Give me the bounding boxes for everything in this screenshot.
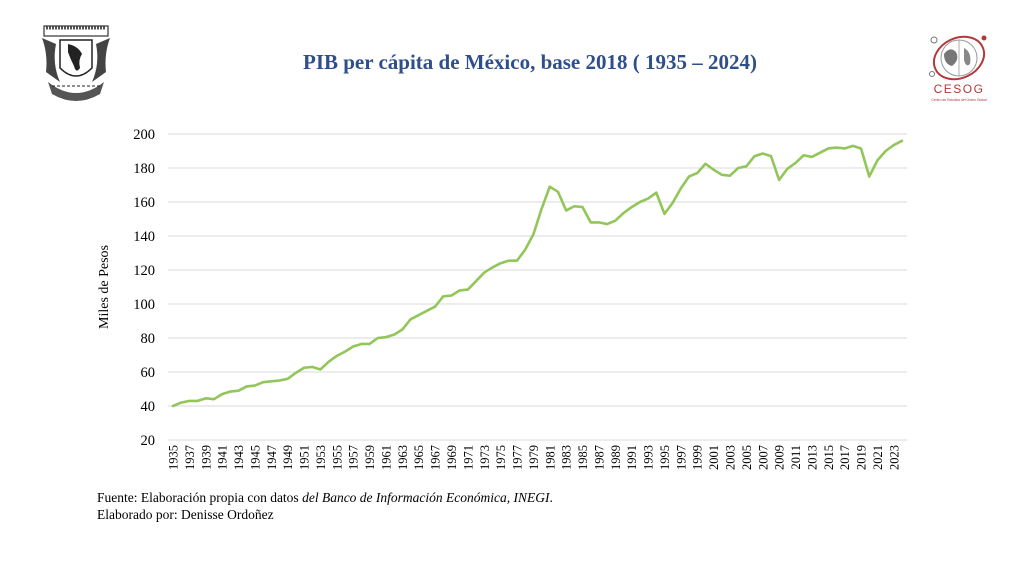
x-tick-label: 1939 (199, 445, 213, 470)
y-tick-label: 180 (133, 161, 155, 177)
unam-crest-logo (42, 25, 110, 101)
x-tick-label: 1995 (658, 445, 672, 470)
x-tick-label: 1935 (167, 445, 181, 470)
x-tick-label: 2021 (871, 445, 885, 470)
x-tick-label: 1941 (216, 445, 230, 470)
x-tick-label: 1957 (347, 445, 361, 470)
y-tick-label: 160 (133, 195, 155, 211)
author-note: Elaborado por: Denisse Ordoñez (97, 507, 274, 522)
x-tick-label: 1973 (478, 445, 492, 470)
x-tick-label: 2013 (805, 445, 819, 470)
x-tick-label: 1959 (363, 445, 377, 470)
x-tick-label: 1955 (330, 445, 344, 470)
y-tick-label: 60 (141, 365, 156, 381)
y-tick-label: 40 (141, 399, 156, 415)
x-tick-label: 2003 (723, 445, 737, 470)
x-tick-label: 1963 (396, 445, 410, 470)
chart-title: PIB per cápita de México, base 2018 ( 19… (303, 50, 757, 74)
x-tick-label: 2009 (773, 445, 787, 470)
x-tick-label: 1991 (625, 445, 639, 470)
x-tick-label: 2019 (855, 445, 869, 470)
x-tick-label: 2007 (756, 445, 770, 470)
x-tick-label: 1997 (674, 445, 688, 470)
x-tick-label: 1975 (494, 445, 508, 470)
x-tick-label: 1949 (281, 445, 295, 470)
source-suffix: . (549, 490, 553, 505)
x-tick-label: 1969 (445, 445, 459, 470)
x-tick-label: 1965 (412, 445, 426, 470)
x-tick-label: 1983 (560, 445, 574, 470)
y-tick-label: 120 (133, 263, 155, 279)
y-tick-label: 140 (133, 229, 155, 245)
footer: Fuente: Elaboración propia con datos del… (97, 489, 553, 523)
x-tick-label: 2011 (789, 445, 803, 470)
x-tick-label: 2023 (887, 445, 901, 470)
x-tick-label: 1989 (609, 445, 623, 470)
x-tick-label: 1971 (461, 445, 475, 470)
gridlines (168, 133, 907, 441)
y-tick-label: 80 (141, 331, 156, 347)
x-tick-label: 2015 (822, 445, 836, 470)
y-axis-tick-labels: 20 40 60 80 100 120 140 160 180 200 (133, 127, 155, 449)
x-tick-label: 2005 (740, 445, 754, 470)
cesog-logo-subtext: Centro de Estudios del Orden Global (931, 98, 987, 102)
x-tick-label: 1999 (691, 445, 705, 470)
x-tick-label: 2017 (838, 445, 852, 470)
x-tick-label: 1953 (314, 445, 328, 470)
cesog-logo-text: CESOG (934, 82, 985, 96)
source-italic: del Banco de Información Económica, INEG… (302, 490, 550, 505)
x-tick-label: 1967 (429, 445, 443, 470)
y-tick-label: 20 (141, 433, 156, 449)
x-tick-label: 1979 (527, 445, 541, 470)
series-line-0 (171, 139, 904, 408)
source-prefix: Fuente: Elaboración propia con datos (97, 490, 303, 505)
x-tick-label: 1981 (543, 445, 557, 470)
y-tick-label: 200 (133, 127, 155, 143)
x-axis-tick-labels: 1935 1937 1939 1941 1943 1945 1947 1949 1951 1953… (167, 445, 902, 470)
source-note: Fuente: Elaboración propia con datos del… (97, 489, 553, 506)
cesog-logo: CESOG Centro de Estudios del Orden Globa… (929, 35, 987, 102)
x-tick-label: 1947 (265, 445, 279, 470)
y-tick-label: 100 (133, 297, 155, 313)
x-tick-label: 1987 (592, 445, 606, 470)
x-tick-label: 1977 (511, 445, 525, 470)
y-axis-label: Miles de Pesos (97, 245, 112, 329)
x-tick-label: 1945 (248, 445, 262, 470)
x-tick-label: 1985 (576, 445, 590, 470)
series-group (171, 139, 904, 408)
x-tick-label: 1993 (642, 445, 656, 470)
x-tick-label: 1951 (298, 445, 312, 470)
x-tick-label: 1937 (183, 445, 197, 470)
x-tick-label: 1943 (232, 445, 246, 470)
x-tick-label: 1961 (379, 445, 393, 470)
x-tick-label: 2001 (707, 445, 721, 470)
